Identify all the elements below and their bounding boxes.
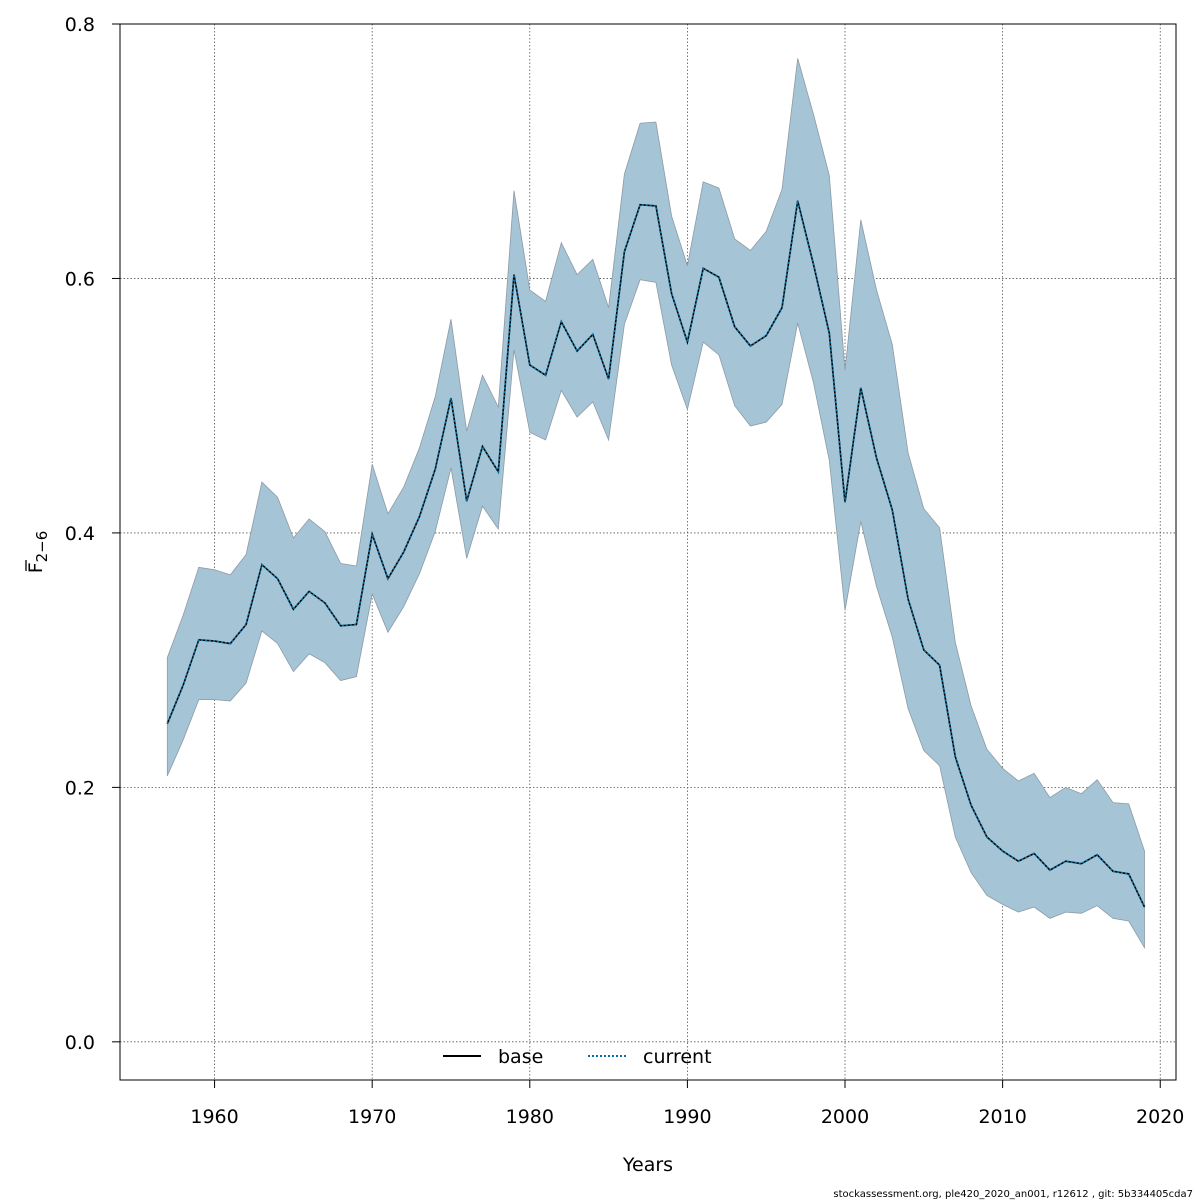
series-line-current <box>166 200 1146 908</box>
x-tick-label: 1990 <box>663 1106 711 1128</box>
y-axis-label-main: F <box>25 562 47 573</box>
x-tick-label: 2000 <box>821 1106 869 1128</box>
y-tick-label: 0.2 <box>65 777 95 799</box>
y-axis-label-sub: 2−6 <box>33 531 51 563</box>
y-tick-label: 0.0 <box>65 1032 95 1054</box>
axes: 1960 1970 1980 1990 2000 2010 2020 0.0 0.2 0.4 0.6… <box>65 14 1185 1128</box>
x-tick-label: 1960 <box>190 1106 238 1128</box>
x-tick-label: 1980 <box>506 1106 554 1128</box>
x-tick-label: 2010 <box>978 1106 1026 1128</box>
y-tick-label: 0.4 <box>65 523 95 545</box>
grid-lines <box>120 23 1176 1080</box>
plot-frame <box>119 23 1177 1081</box>
legend: base current <box>443 1046 712 1068</box>
confidence-band <box>166 58 1145 950</box>
legend-base-label: base <box>498 1046 543 1068</box>
x-tick-label: 1970 <box>348 1106 396 1128</box>
x-axis-label: Years <box>622 1154 673 1176</box>
y-tick-label: 0.6 <box>65 268 95 290</box>
svg-text:F2−6: F2−6 <box>25 531 51 574</box>
y-axis-label: F2−6 <box>25 531 51 574</box>
footer-credit: stockassessment.org, ple420_2020_an001, … <box>833 1189 1193 1200</box>
x-tick-label: 2020 <box>1136 1106 1184 1128</box>
y-tick-label: 0.8 <box>65 14 95 36</box>
legend-current-label: current <box>643 1046 712 1068</box>
series-lines <box>166 200 1146 908</box>
